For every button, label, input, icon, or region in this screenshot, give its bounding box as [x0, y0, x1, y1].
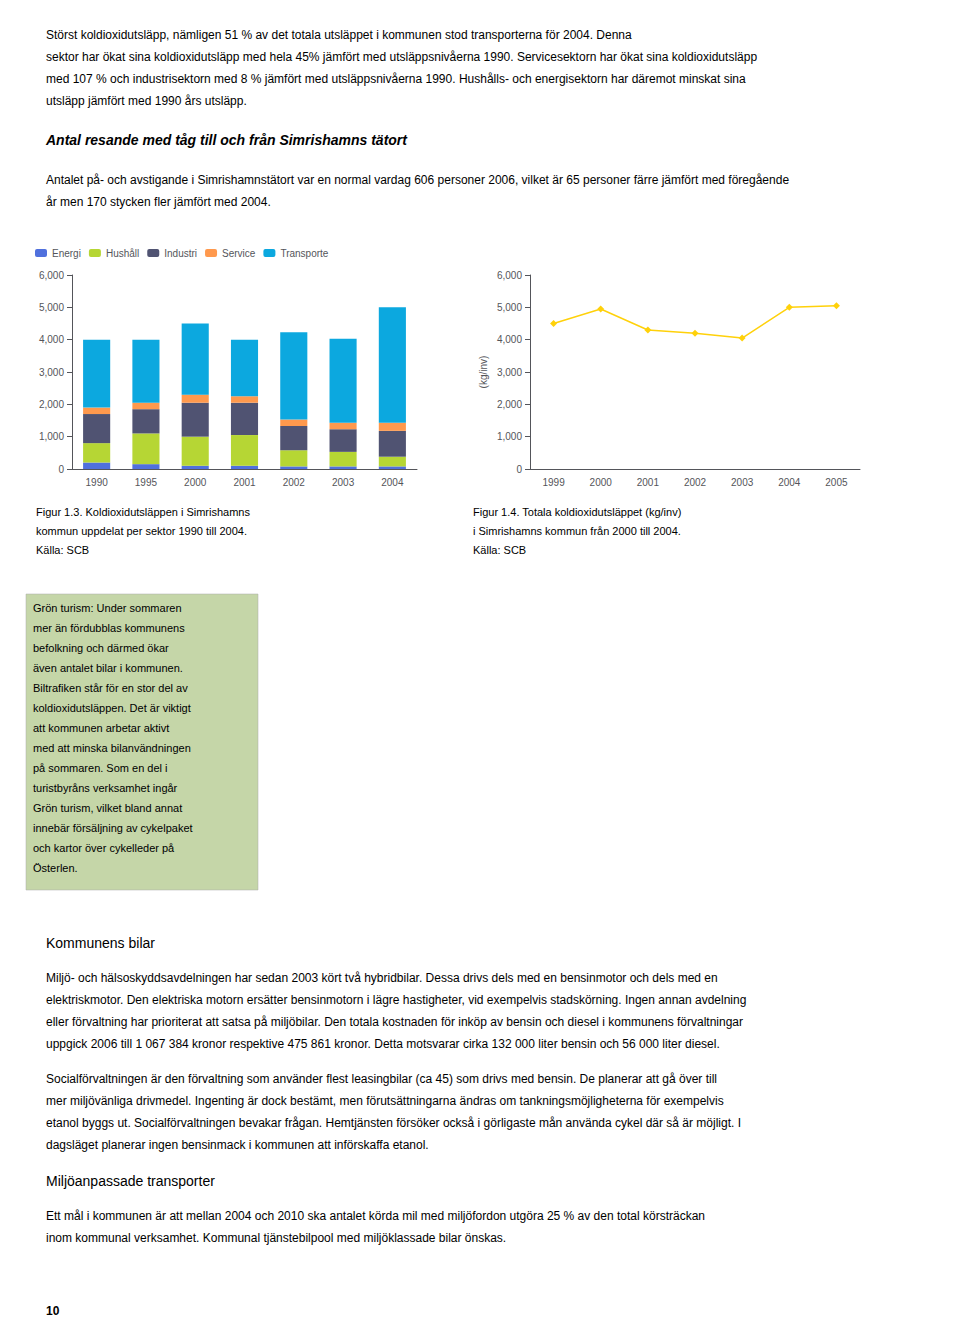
svg-text:turistbyråns verksamhet ingår: turistbyråns verksamhet ingår	[33, 782, 178, 794]
svg-text:Figur 1.3. Koldioxidutsläppen: Figur 1.3. Koldioxidutsläppen i Simrisha…	[36, 506, 250, 518]
svg-text:Miljö- och hälsoskyddsavdelnin: Miljö- och hälsoskyddsavdelningen har se…	[46, 971, 718, 985]
svg-text:Hushåll: Hushåll	[106, 248, 139, 259]
svg-text:2004: 2004	[778, 477, 801, 488]
svg-text:sektor har ökat sina koldioxid: sektor har ökat sina koldioxidutsläpp me…	[46, 50, 757, 64]
svg-text:Industri: Industri	[164, 248, 197, 259]
svg-text:(kg/inv): (kg/inv)	[478, 356, 489, 389]
svg-text:koldioxidutsläppen. Det är vik: koldioxidutsläppen. Det är viktigt	[33, 702, 191, 714]
svg-text:på sommaren. Som en del i: på sommaren. Som en del i	[33, 762, 168, 774]
svg-text:Kommunens bilar: Kommunens bilar	[46, 935, 155, 951]
svg-text:2001: 2001	[637, 477, 660, 488]
svg-text:etanol byggs ut. Socialförvalt: etanol byggs ut. Socialförvaltningen bev…	[46, 1116, 741, 1130]
svg-text:2,000: 2,000	[497, 399, 522, 410]
svg-text:Störst koldioxidutsläpp, nämli: Störst koldioxidutsläpp, nämligen 51 % a…	[46, 28, 632, 42]
svg-text:Österlen.: Österlen.	[33, 862, 78, 874]
svg-text:2003: 2003	[332, 477, 355, 488]
svg-text:även antalet bilar i kommunen.: även antalet bilar i kommunen.	[33, 662, 183, 674]
svg-text:2002: 2002	[283, 477, 306, 488]
svg-text:att kommunen arbetar aktivt: att kommunen arbetar aktivt	[33, 722, 169, 734]
svg-text:4,000: 4,000	[39, 334, 64, 345]
svg-text:0: 0	[58, 464, 64, 475]
svg-text:2003: 2003	[731, 477, 754, 488]
svg-text:4,000: 4,000	[497, 334, 522, 345]
svg-text:2005: 2005	[825, 477, 848, 488]
svg-text:1990: 1990	[86, 477, 109, 488]
svg-text:år men 170 stycken fler jämför: år men 170 stycken fler jämfört med 2004…	[46, 195, 271, 209]
svg-text:med 107 % och industrisektorn: med 107 % och industrisektorn med 8 % jä…	[46, 72, 746, 86]
svg-text:0: 0	[516, 464, 522, 475]
svg-text:6,000: 6,000	[497, 270, 522, 281]
svg-text:Källa: SCB: Källa: SCB	[473, 544, 526, 556]
svg-text:2001: 2001	[233, 477, 256, 488]
svg-text:med att minska bilanvändningen: med att minska bilanvändningen	[33, 742, 191, 754]
svg-text:1,000: 1,000	[497, 431, 522, 442]
svg-text:2,000: 2,000	[39, 399, 64, 410]
svg-text:Källa: SCB: Källa: SCB	[36, 544, 89, 556]
svg-text:och kartor över cykelleder på: och kartor över cykelleder på	[33, 842, 175, 854]
svg-text:Figur 1.4. Totala koldioxiduts: Figur 1.4. Totala koldioxidutsläppet (kg…	[473, 506, 681, 518]
svg-text:Miljöanpassade transporter: Miljöanpassade transporter	[46, 1173, 215, 1189]
svg-text:Service: Service	[222, 248, 256, 259]
svg-text:kommun uppdelat per sektor 199: kommun uppdelat per sektor 1990 till 200…	[36, 525, 247, 537]
svg-text:2000: 2000	[590, 477, 613, 488]
svg-text:2000: 2000	[184, 477, 207, 488]
svg-text:Antalet på- och avstigande i S: Antalet på- och avstigande i Simrishamns…	[46, 173, 789, 187]
svg-text:mer än fördubblas kommunens: mer än fördubblas kommunens	[33, 622, 185, 634]
svg-text:innebär försäljning av cykelpa: innebär försäljning av cykelpaket	[33, 822, 193, 834]
svg-text:Socialförvaltningen är den för: Socialförvaltningen är den förvaltning s…	[46, 1072, 717, 1086]
svg-text:Grön turism, vilket bland anna: Grön turism, vilket bland annat	[33, 802, 182, 814]
svg-text:2002: 2002	[684, 477, 707, 488]
svg-text:Transporte: Transporte	[280, 248, 328, 259]
svg-text:befolkning och därmed ökar: befolkning och därmed ökar	[33, 642, 169, 654]
svg-text:Energi: Energi	[52, 248, 81, 259]
svg-text:Grön turism: Under sommaren: Grön turism: Under sommaren	[33, 602, 182, 614]
svg-text:1,000: 1,000	[39, 431, 64, 442]
svg-text:mer miljövänliga drivmedel. In: mer miljövänliga drivmedel. Ingenting är…	[46, 1094, 724, 1108]
svg-text:dagsläget planerar ingen bensi: dagsläget planerar ingen bensinmack i ko…	[46, 1138, 429, 1152]
svg-text:i Simrishamns kommun från 2000: i Simrishamns kommun från 2000 till 2004…	[473, 525, 681, 537]
svg-text:1999: 1999	[542, 477, 565, 488]
svg-text:elektriskmotor. Den elektriska: elektriskmotor. Den elektriska motorn er…	[46, 993, 746, 1007]
svg-text:Antal resande med tåg till och: Antal resande med tåg till och från Simr…	[45, 132, 408, 148]
svg-text:uppgick 2006 till 1 067 384 kr: uppgick 2006 till 1 067 384 kronor respe…	[46, 1037, 720, 1051]
svg-text:3,000: 3,000	[39, 367, 64, 378]
svg-text:5,000: 5,000	[497, 302, 522, 313]
svg-text:inom kommunal verksamhet. Komm: inom kommunal verksamhet. Kommunal tjäns…	[46, 1231, 506, 1245]
svg-text:6,000: 6,000	[39, 270, 64, 281]
svg-text:Ett mål i kommunen är att mell: Ett mål i kommunen är att mellan 2004 oc…	[46, 1209, 705, 1223]
svg-text:Biltrafiken står för en stor d: Biltrafiken står för en stor del av	[33, 682, 188, 694]
svg-text:5,000: 5,000	[39, 302, 64, 313]
svg-text:eller förvaltning har priorite: eller förvaltning har prioriterat att sa…	[46, 1015, 743, 1029]
svg-text:1995: 1995	[135, 477, 158, 488]
svg-text:utsläpp jämfört med 1990 års u: utsläpp jämfört med 1990 års utsläpp.	[46, 94, 247, 108]
svg-text:2004: 2004	[381, 477, 404, 488]
svg-text:3,000: 3,000	[497, 367, 522, 378]
svg-text:10: 10	[46, 1304, 60, 1318]
